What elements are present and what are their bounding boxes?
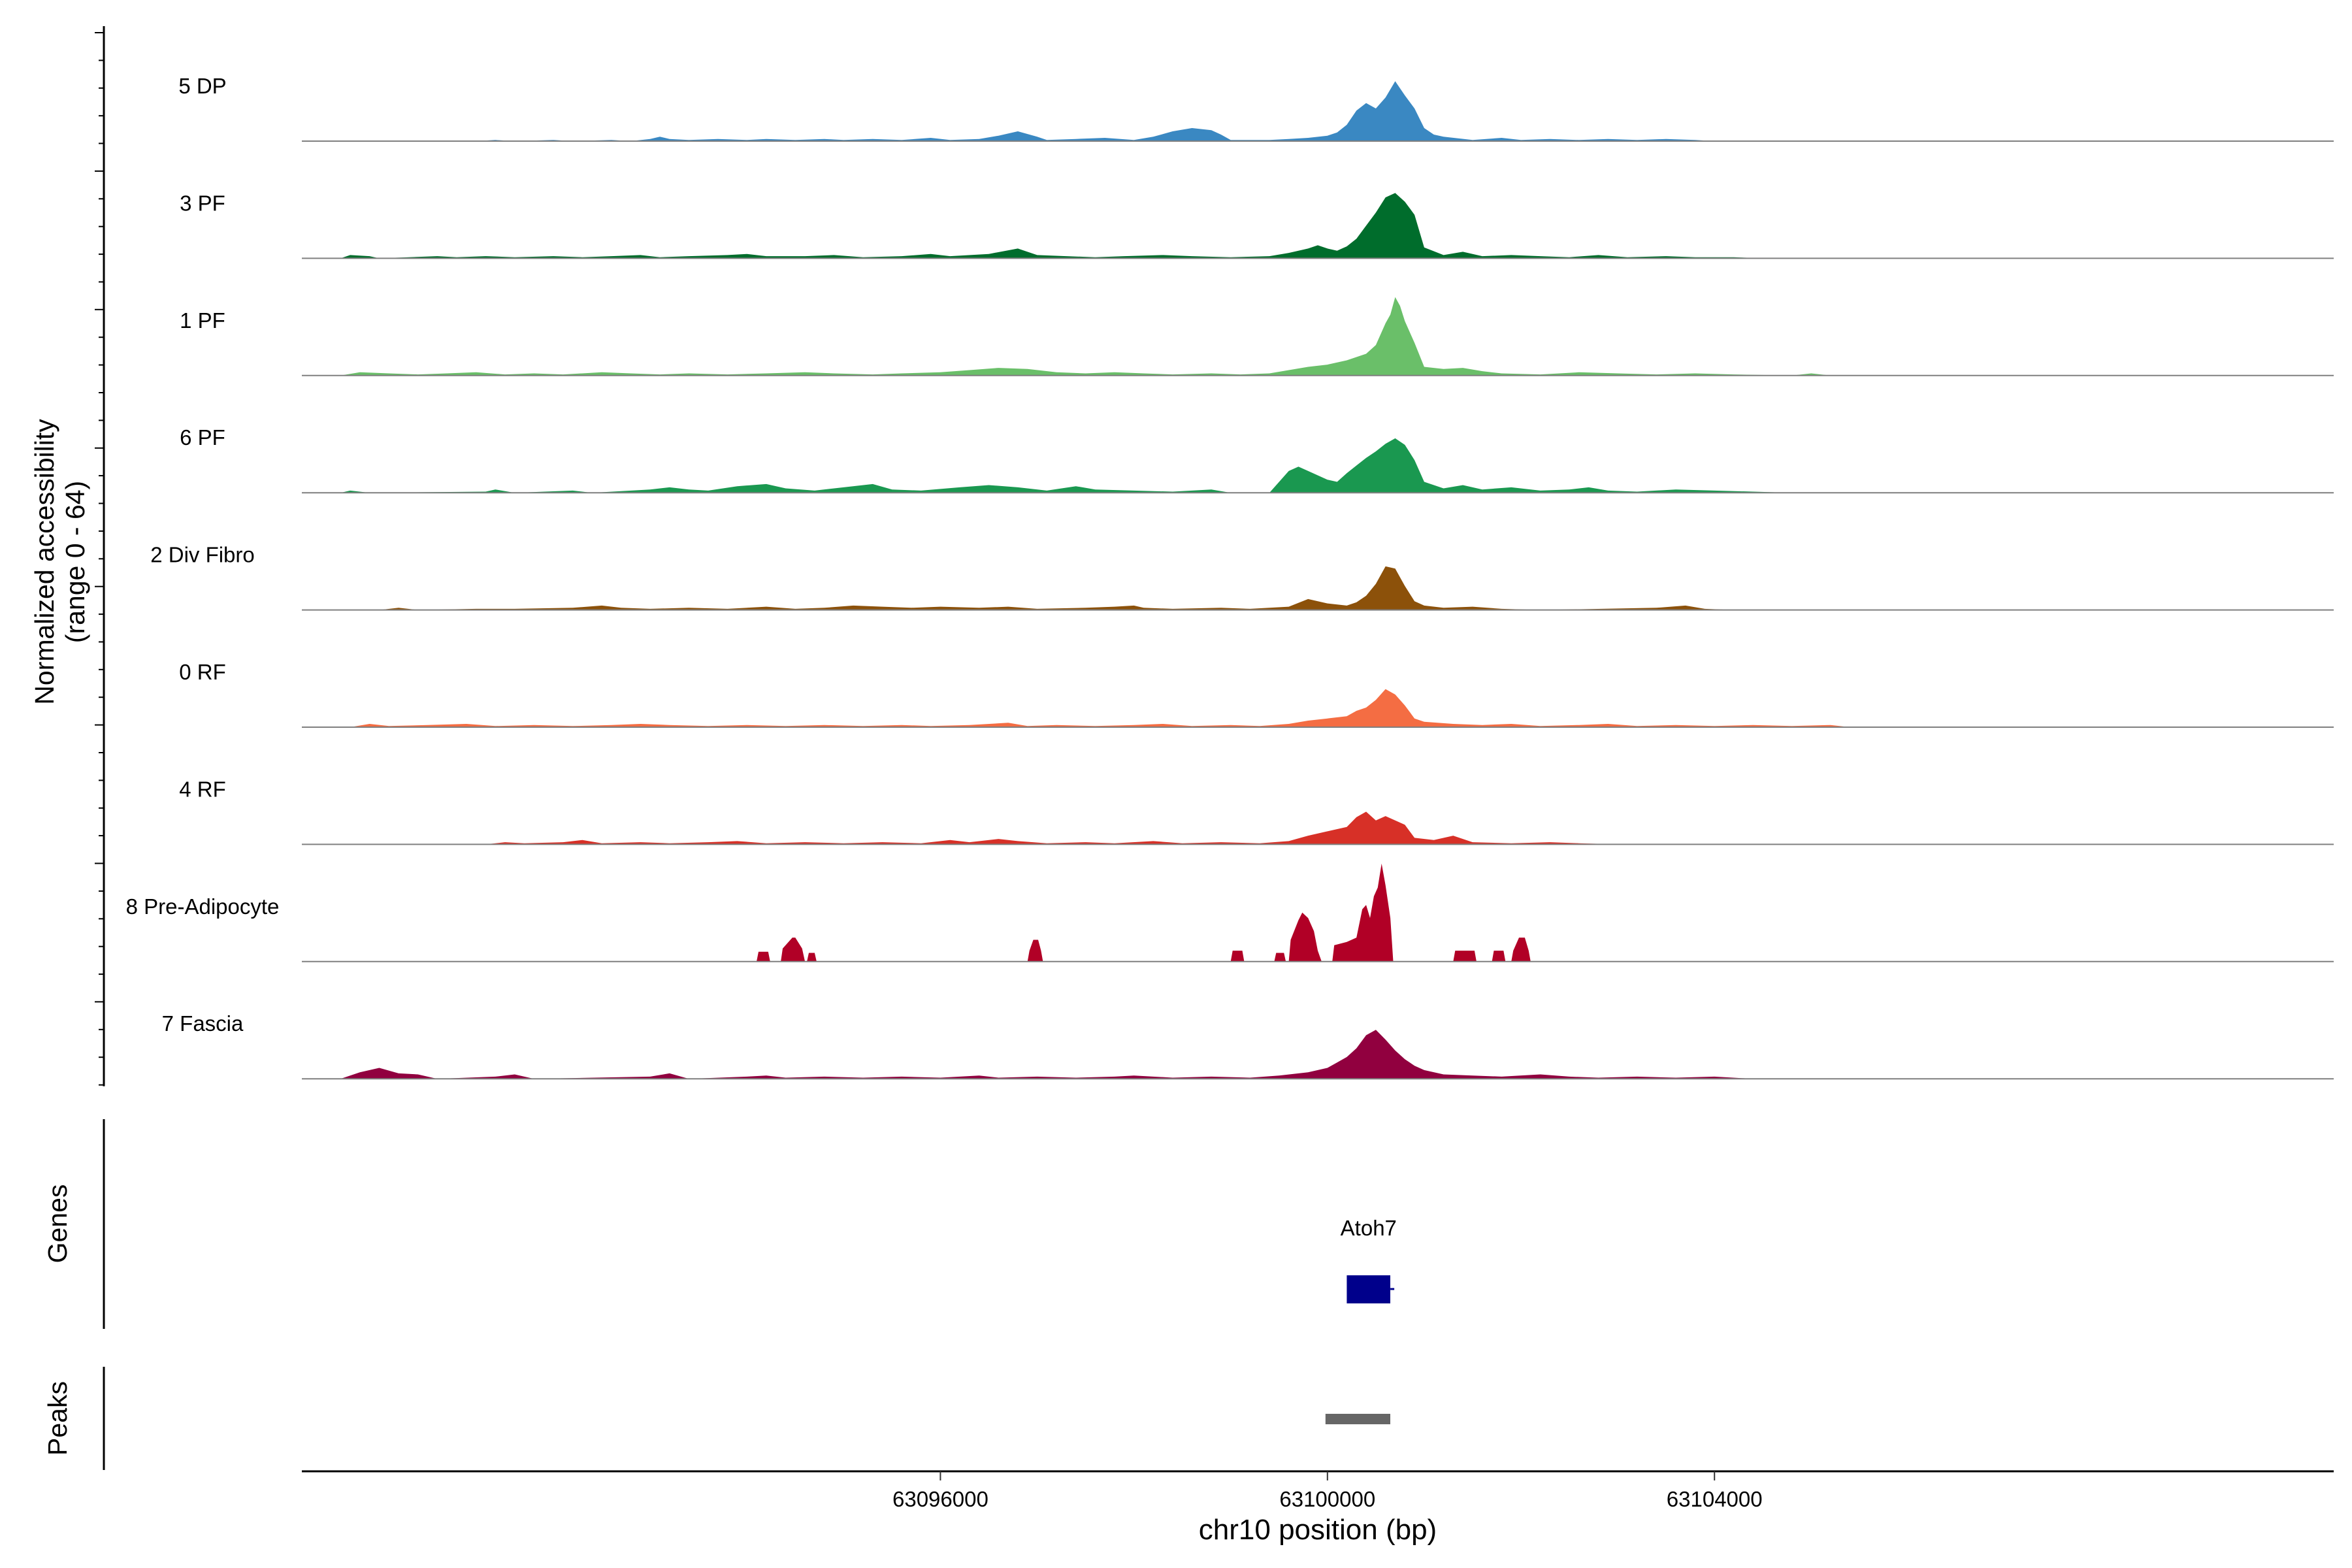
- track-label-7-fascia: 7 Fascia: [162, 1011, 244, 1036]
- track-7-fascia: 7 Fascia: [162, 1011, 2334, 1080]
- track-5-dp: 5 DP: [178, 74, 2334, 142]
- coverage-area-6-pf: [340, 438, 1792, 493]
- gene-label: Atoh7: [1341, 1216, 1397, 1240]
- x-axis-label: chr10 position (bp): [1199, 1514, 1437, 1546]
- y-axis-label: Normalized accessibility: [29, 419, 59, 705]
- coverage-area-2-div-fibro: [379, 566, 1734, 610]
- coverage-area-5-dp: [476, 81, 1715, 141]
- gene-body: [1347, 1275, 1390, 1303]
- track-label-8-pre-adipocyte: 8 Pre-Adipocyte: [126, 894, 280, 919]
- track-label-1-pf: 1 PF: [180, 308, 225, 333]
- track-1-pf: 1 PF: [180, 297, 2334, 376]
- track-label-0-rf: 0 RF: [179, 660, 226, 684]
- track-8-pre-adipocyte: 8 Pre-Adipocyte: [126, 863, 2334, 962]
- track-6-pf: 6 PF: [180, 425, 2334, 494]
- track-3-pf: 3 PF: [180, 191, 2334, 259]
- coverage-area-3-pf: [340, 193, 1763, 259]
- track-label-3-pf: 3 PF: [180, 191, 225, 215]
- track-4-rf: 4 RF: [179, 777, 2334, 845]
- coverage-y-axis: [95, 26, 105, 1086]
- track-label-5-dp: 5 DP: [178, 74, 226, 98]
- coverage-area-7-fascia: [340, 1030, 1754, 1079]
- x-axis-tick-label: 63104000: [1667, 1487, 1763, 1511]
- y-axis-label-range: (range 0 - 64): [60, 481, 90, 643]
- x-axis-tick-label: 63096000: [892, 1487, 988, 1511]
- peak-bar: [1325, 1414, 1390, 1424]
- gene-annotations: Atoh7: [1341, 1216, 1397, 1303]
- genes-track-label: Genes: [42, 1184, 73, 1264]
- peak-regions: [1325, 1414, 1390, 1424]
- accessibility-tracks: 5 DP 3 PF 1 PF 6 PF 2 Div Fibro 0 RF 4 RF 8 Pre…: [126, 74, 2334, 1080]
- track-label-4-rf: 4 RF: [179, 777, 226, 801]
- track-label-6-pf: 6 PF: [180, 425, 225, 449]
- peaks-track-label: Peaks: [42, 1381, 73, 1456]
- gene-atoh7: Atoh7: [1341, 1216, 1397, 1303]
- track-0-rf: 0 RF: [179, 660, 2334, 728]
- x-axis-tick-label: 63100000: [1279, 1487, 1375, 1511]
- x-axis-ticks: 63096000 63100000 63104000: [892, 1471, 1763, 1511]
- coverage-area-1-pf: [340, 297, 1831, 376]
- coverage-area-0-rf: [350, 689, 1850, 727]
- coverage-area-8-pre-adipocyte: [757, 863, 1531, 962]
- track-label-2-div-fibro: 2 Div Fibro: [150, 543, 255, 567]
- coverage-area-4-rf: [485, 811, 1618, 845]
- track-2-div-fibro: 2 Div Fibro: [150, 543, 2334, 611]
